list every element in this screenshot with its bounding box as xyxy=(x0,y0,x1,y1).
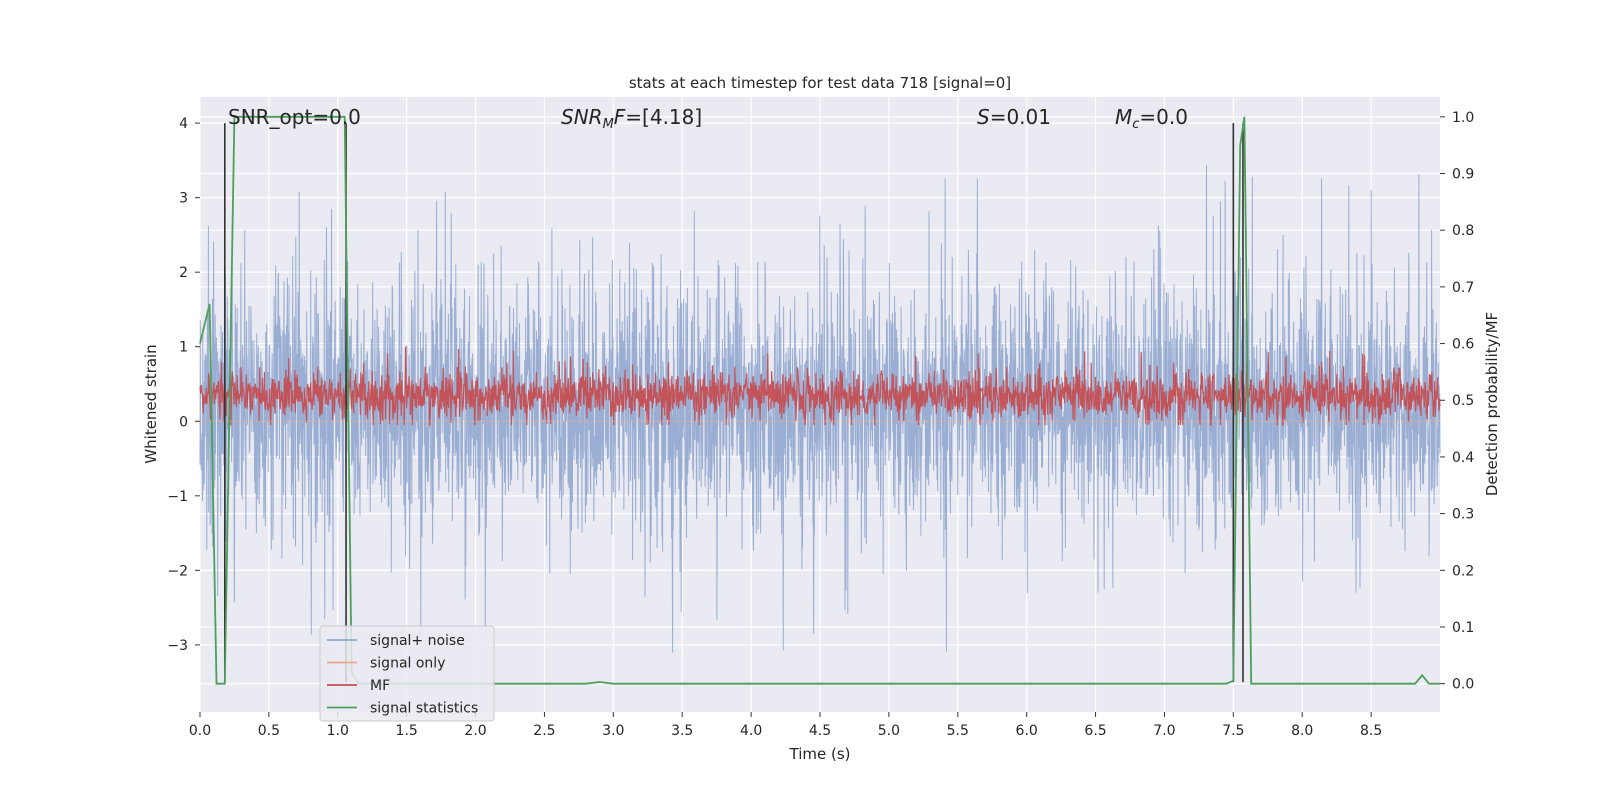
annotation-mc: Mc=0.0 xyxy=(1115,105,1188,132)
y-tick-label-left: 4 xyxy=(179,116,188,132)
y-tick-label-right: 0.1 xyxy=(1452,620,1474,636)
y-tick-label-left: 3 xyxy=(179,191,188,207)
y-tick-label-right: 1.0 xyxy=(1452,110,1474,126)
x-tick-label: 3.0 xyxy=(602,723,624,739)
x-tick-label: 5.0 xyxy=(878,723,900,739)
y-tick-label-left: −2 xyxy=(167,563,188,579)
x-axis-label: Time (s) xyxy=(789,745,851,763)
x-tick-label: 6.0 xyxy=(1016,723,1038,739)
y-tick-label-right: 0.7 xyxy=(1452,280,1474,296)
legend-label: signal statistics xyxy=(370,701,478,717)
y-tick-label-right: 0.8 xyxy=(1452,223,1474,239)
annotation-snr_opt: SNR_opt=0.0 xyxy=(228,105,361,129)
x-tick-label: 8.0 xyxy=(1291,723,1313,739)
x-ticks: 0.0 0.5 1.0 1.5 2.0 2.5 3.0 3.5 4.0 4.5 5.0 5.5 6.0 6… xyxy=(189,712,1382,739)
x-tick-label: 1.0 xyxy=(327,723,349,739)
legend-box xyxy=(319,625,495,722)
y-ticks-right: 1.0 0.9 0.8 0.7 0.6 0.5 0.4 0.3 0.2 0.1 0.0 xyxy=(1440,110,1474,693)
x-tick-label: 8.5 xyxy=(1360,723,1382,739)
x-tick-label: 5.5 xyxy=(947,723,969,739)
y-tick-label-left: −3 xyxy=(167,638,188,654)
x-tick-label: 3.5 xyxy=(671,723,693,739)
annotation-snr_mf: SNRMF=[4.18] xyxy=(561,105,702,132)
y-axis-label-right: Detection probability/MF xyxy=(1483,312,1501,496)
x-tick-label: 0.0 xyxy=(189,723,211,739)
legend-label: signal only xyxy=(370,656,445,672)
annotation-s: S=0.01 xyxy=(977,105,1051,129)
y-axis-label-left: Whitened strain xyxy=(142,344,160,463)
legend-label: signal+ noise xyxy=(370,633,465,649)
x-tick-label: 1.5 xyxy=(396,723,418,739)
series-signal-statistics xyxy=(199,115,1440,685)
y-tick-label-right: 0.3 xyxy=(1452,507,1474,523)
annotations: SNR_opt=0.0 SNRMF=[4.18] S=0.01 Mc=0.0 xyxy=(228,105,1188,132)
x-tick-label: 6.5 xyxy=(1084,723,1106,739)
y-tick-label-right: 0.9 xyxy=(1452,167,1474,183)
y-tick-label-left: 0 xyxy=(179,414,188,430)
x-tick-label: 2.5 xyxy=(533,723,555,739)
y-tick-label-right: 0.6 xyxy=(1452,337,1474,353)
y-tick-label-right: 0.4 xyxy=(1452,450,1474,466)
legend-label: MF xyxy=(370,678,390,694)
y-tick-label-right: 0.0 xyxy=(1452,677,1474,693)
x-tick-label: 7.5 xyxy=(1222,723,1244,739)
y-tick-label-left: 1 xyxy=(179,340,188,356)
y-tick-label-right: 0.2 xyxy=(1452,563,1474,579)
series-line-3 xyxy=(199,115,1440,685)
x-tick-label: 2.0 xyxy=(464,723,486,739)
x-tick-label: 4.0 xyxy=(740,723,762,739)
y-tick-label-left: 2 xyxy=(179,265,188,281)
x-tick-label: 0.5 xyxy=(258,723,280,739)
x-tick-label: 4.5 xyxy=(809,723,831,739)
y-tick-label-right: 0.5 xyxy=(1452,393,1474,409)
x-tick-label: 7.0 xyxy=(1153,723,1175,739)
y-tick-label-left: −1 xyxy=(167,489,188,505)
legend: signal+ noise signal only MF signal statist… xyxy=(319,625,495,722)
chart-title: stats at each timestep for test data 718… xyxy=(629,74,1011,92)
y-ticks-left: 4 3 2 1 0 −1 −2 −3 xyxy=(167,116,200,654)
